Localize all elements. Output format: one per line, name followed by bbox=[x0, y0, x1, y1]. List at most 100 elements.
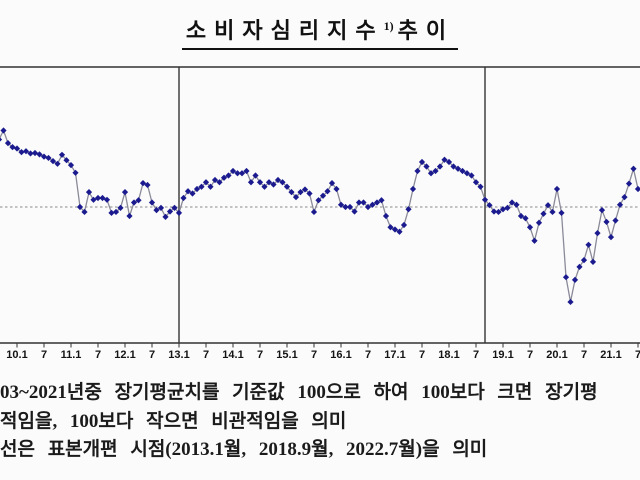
data-point bbox=[162, 213, 169, 220]
data-point bbox=[103, 196, 111, 203]
data-point bbox=[607, 234, 615, 241]
data-point bbox=[553, 185, 561, 193]
data-point bbox=[261, 183, 268, 190]
x-tick-label: 7 bbox=[473, 349, 479, 361]
data-point bbox=[585, 241, 592, 248]
data-point bbox=[396, 228, 403, 235]
data-point bbox=[450, 163, 457, 170]
data-point bbox=[153, 207, 160, 214]
data-point bbox=[72, 169, 79, 176]
data-point bbox=[630, 165, 637, 172]
data-point bbox=[526, 224, 534, 231]
data-point bbox=[562, 274, 570, 281]
x-tick-label: 7 bbox=[149, 349, 155, 361]
chart-title: 소비자심리지수1) 추이 bbox=[181, 13, 459, 50]
data-point bbox=[625, 180, 633, 187]
data-point bbox=[270, 181, 277, 188]
data-point bbox=[427, 170, 435, 177]
data-point bbox=[351, 208, 358, 215]
data-point bbox=[220, 174, 228, 181]
data-point bbox=[409, 185, 417, 193]
data-point bbox=[621, 194, 628, 201]
x-tick-label: 12.1 bbox=[114, 349, 135, 361]
data-point bbox=[324, 188, 331, 195]
data-point bbox=[144, 181, 151, 189]
footnote-line-2: 적임을, 100보다 작으면 비관적임을 의미 bbox=[0, 410, 347, 432]
x-tick-label: 11.1 bbox=[61, 349, 82, 361]
data-point bbox=[94, 194, 102, 202]
data-point bbox=[481, 196, 489, 203]
data-point bbox=[540, 210, 547, 217]
data-point bbox=[373, 199, 381, 206]
data-point bbox=[135, 197, 142, 204]
data-point bbox=[283, 183, 291, 190]
data-point bbox=[121, 189, 129, 196]
data-point bbox=[315, 197, 322, 204]
data-point bbox=[274, 176, 282, 184]
data-point bbox=[202, 179, 210, 186]
footnote-line-1: 03~2021년중 장기평균치를 기준값 100으로 하여 100보다 크면 장… bbox=[0, 382, 598, 403]
data-point bbox=[166, 208, 174, 215]
data-point bbox=[517, 212, 525, 220]
data-point bbox=[490, 208, 498, 215]
data-point bbox=[418, 158, 426, 166]
data-point bbox=[81, 208, 88, 216]
data-point bbox=[400, 221, 408, 229]
chart-title-text: 소비자심리지수 bbox=[185, 18, 384, 43]
data-point bbox=[612, 217, 619, 224]
x-tick-label: 14.1 bbox=[222, 349, 243, 361]
data-point bbox=[369, 201, 376, 208]
data-point bbox=[252, 172, 259, 179]
x-tick-label: 10.1 bbox=[6, 349, 27, 361]
data-point bbox=[531, 237, 538, 244]
data-point bbox=[171, 204, 178, 211]
data-point bbox=[67, 162, 75, 169]
data-point bbox=[463, 170, 471, 177]
data-point bbox=[193, 185, 201, 193]
footnote-line-3: 선은 표본개편 시점(2013.1월, 2018.9월, 2022.7월)을 의… bbox=[0, 439, 488, 460]
data-point bbox=[346, 203, 354, 211]
data-point bbox=[184, 188, 192, 195]
data-point bbox=[54, 160, 61, 167]
x-tick-label: 7 bbox=[257, 349, 263, 361]
data-point bbox=[234, 170, 241, 177]
data-point bbox=[45, 154, 52, 162]
data-point bbox=[13, 145, 21, 152]
data-point bbox=[288, 189, 295, 196]
x-tick-label: 13.1 bbox=[168, 349, 189, 361]
data-point bbox=[0, 127, 7, 134]
data-point bbox=[310, 208, 318, 216]
data-point bbox=[27, 150, 34, 157]
data-point bbox=[99, 194, 106, 202]
data-point bbox=[436, 163, 444, 170]
data-point bbox=[9, 144, 16, 151]
data-point bbox=[279, 179, 286, 186]
data-point bbox=[405, 206, 412, 213]
x-tick-label: 7 bbox=[41, 349, 47, 361]
data-point bbox=[342, 203, 349, 211]
data-point bbox=[441, 156, 448, 163]
data-point bbox=[558, 209, 565, 216]
data-point bbox=[40, 153, 48, 160]
data-point bbox=[522, 215, 529, 222]
data-point bbox=[333, 185, 340, 193]
data-point bbox=[256, 179, 264, 186]
data-point bbox=[18, 149, 25, 156]
data-point bbox=[355, 199, 363, 206]
data-point bbox=[243, 167, 250, 175]
data-point bbox=[328, 180, 336, 187]
x-tick-label: 7 bbox=[311, 349, 317, 361]
data-point bbox=[85, 189, 93, 196]
data-point bbox=[499, 206, 507, 213]
x-tick-label: 21.1 bbox=[600, 349, 621, 361]
data-point bbox=[634, 185, 640, 193]
data-point bbox=[319, 192, 327, 199]
data-point bbox=[468, 172, 475, 179]
data-point bbox=[603, 218, 610, 225]
data-point bbox=[598, 207, 606, 214]
x-tick-label: 7 bbox=[527, 349, 533, 361]
data-point bbox=[472, 179, 480, 186]
data-point bbox=[459, 167, 466, 175]
x-tick-label: 18.1 bbox=[438, 349, 459, 361]
